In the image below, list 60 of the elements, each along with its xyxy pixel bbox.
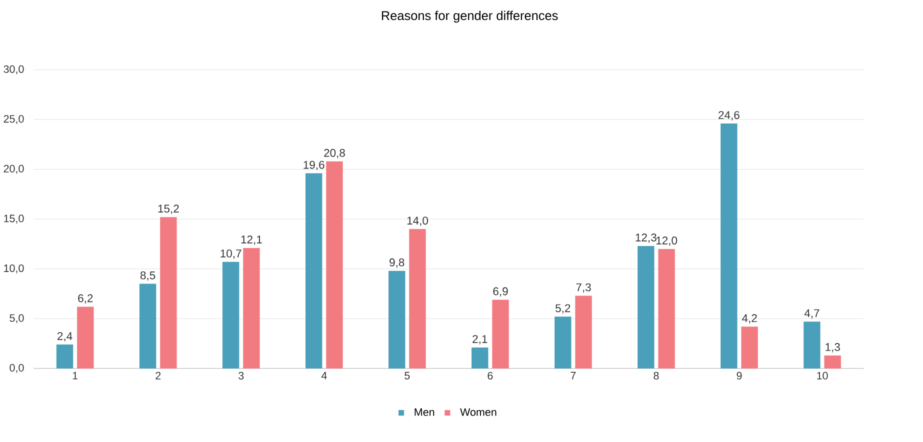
- data-label: 20,8: [324, 148, 345, 158]
- y-tick-label: 25,0: [4, 115, 24, 124]
- data-label: 9,8: [390, 258, 404, 268]
- bar: [720, 123, 738, 368]
- legend-label: Women: [460, 408, 496, 416]
- bar: [575, 296, 592, 368]
- data-label: 6,2: [78, 294, 93, 304]
- x-tick-label: 10: [817, 372, 828, 380]
- y-tick-label: 20,0: [4, 164, 24, 174]
- bar: [243, 248, 260, 368]
- y-tick-label: 0,0: [10, 364, 24, 373]
- bar: [492, 300, 509, 368]
- data-label: 14,0: [407, 216, 428, 226]
- data-label: 24,6: [718, 111, 740, 120]
- x-tick-label: 4: [321, 372, 327, 380]
- bar: [388, 270, 406, 368]
- bar: [554, 316, 572, 368]
- bar: [658, 248, 675, 368]
- data-label: 12,0: [656, 236, 678, 246]
- x-tick-label: 6: [488, 372, 493, 380]
- y-tick-label: 10,0: [4, 264, 24, 274]
- chart-title: Reasons for gender differences: [382, 10, 558, 23]
- x-tick-label: 3: [238, 372, 244, 380]
- y-tick-label: 30,0: [4, 65, 24, 74]
- data-label: 8,5: [140, 271, 156, 281]
- x-tick-label: 7: [570, 372, 576, 380]
- x-tick-label: 5: [404, 372, 410, 380]
- bar: [326, 161, 343, 368]
- x-tick-label: 9: [736, 372, 742, 380]
- data-label: 6,9: [493, 287, 508, 297]
- data-label: 10,7: [220, 249, 242, 259]
- x-tick-label: 1: [72, 372, 78, 380]
- bar: [77, 306, 94, 368]
- bar: [409, 228, 426, 368]
- bar: [56, 344, 74, 368]
- bar: [222, 262, 240, 368]
- bar: [638, 246, 654, 368]
- bar: [305, 173, 322, 368]
- bar: [139, 284, 156, 368]
- data-label: 2,1: [472, 335, 488, 344]
- data-label: 15,2: [158, 204, 179, 214]
- data-label: 12,3: [636, 233, 656, 243]
- data-label: 4,7: [804, 309, 820, 318]
- data-label: 5,2: [556, 304, 570, 314]
- bar: [824, 355, 841, 368]
- data-label: 19,6: [304, 160, 324, 170]
- y-tick-label: 5,0: [10, 314, 24, 324]
- bar: [741, 326, 758, 368]
- data-label: 4,2: [742, 314, 757, 324]
- y-tick-label: 15,0: [4, 214, 24, 224]
- bar: [160, 217, 177, 368]
- data-label: 7,3: [576, 283, 591, 293]
- x-tick-label: 8: [654, 372, 659, 380]
- x-tick-label: 2: [156, 372, 161, 380]
- data-label: 1,3: [826, 342, 840, 352]
- data-label: 2,4: [58, 332, 72, 342]
- data-label: 12,1: [241, 235, 262, 245]
- bar: [472, 347, 488, 368]
- legend-label: Men: [414, 408, 434, 416]
- bar: [804, 322, 820, 368]
